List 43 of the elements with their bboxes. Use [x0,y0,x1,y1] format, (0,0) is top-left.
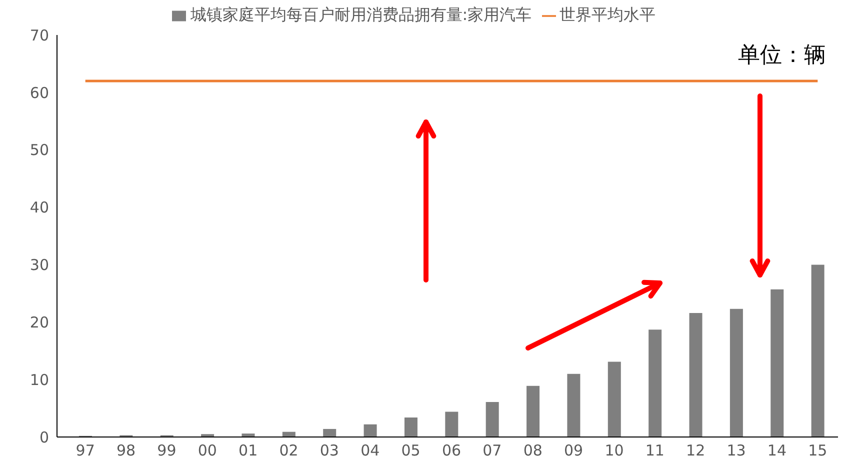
x-tick-label: 06 [442,442,462,460]
bar [567,374,580,437]
x-tick-label: 08 [523,442,542,460]
x-tick-label: 14 [767,442,787,460]
x-tick-label: 09 [564,442,584,460]
y-tick-label: 70 [30,26,49,44]
bar [404,417,418,437]
bar [730,308,743,437]
y-tick-label: 30 [30,256,49,274]
bar [445,412,458,437]
legend-label: 城镇家庭平均每百户耐用消费品拥有量:家用汽车 [190,5,532,24]
x-tick-label: 04 [360,442,380,460]
y-tick-label: 10 [30,370,49,389]
bar [648,330,662,437]
bar [364,424,377,437]
x-tick-label: 01 [238,442,258,460]
y-tick-label: 20 [30,313,49,332]
x-tick-label: 05 [401,442,420,460]
x-tick-label: 00 [198,442,217,460]
x-tick-label: 13 [726,442,746,460]
x-tick-label: 15 [808,442,828,460]
x-tick-label: 07 [482,442,502,460]
bar [689,312,702,437]
x-tick-label: 03 [320,442,339,460]
bar [770,289,784,437]
x-tick-label: 97 [76,442,95,460]
annotation: 单位：辆 [738,42,826,70]
x-tick-label: 10 [604,442,624,460]
x-tick-label: 02 [279,442,298,460]
bar [486,402,499,437]
bar [323,428,336,437]
legend-label: 世界平均水平 [560,5,656,24]
bar [526,386,540,437]
bar [608,362,621,437]
x-tick-label: 99 [157,442,176,460]
y-tick-label: 0 [39,428,49,446]
y-tick-label: 50 [30,141,49,160]
x-tick-label: 98 [116,442,136,460]
y-tick-label: 60 [30,84,49,102]
bar [811,264,824,437]
x-tick-label: 12 [686,442,706,460]
y-tick-label: 40 [30,198,49,217]
x-tick-label: 11 [645,442,664,460]
